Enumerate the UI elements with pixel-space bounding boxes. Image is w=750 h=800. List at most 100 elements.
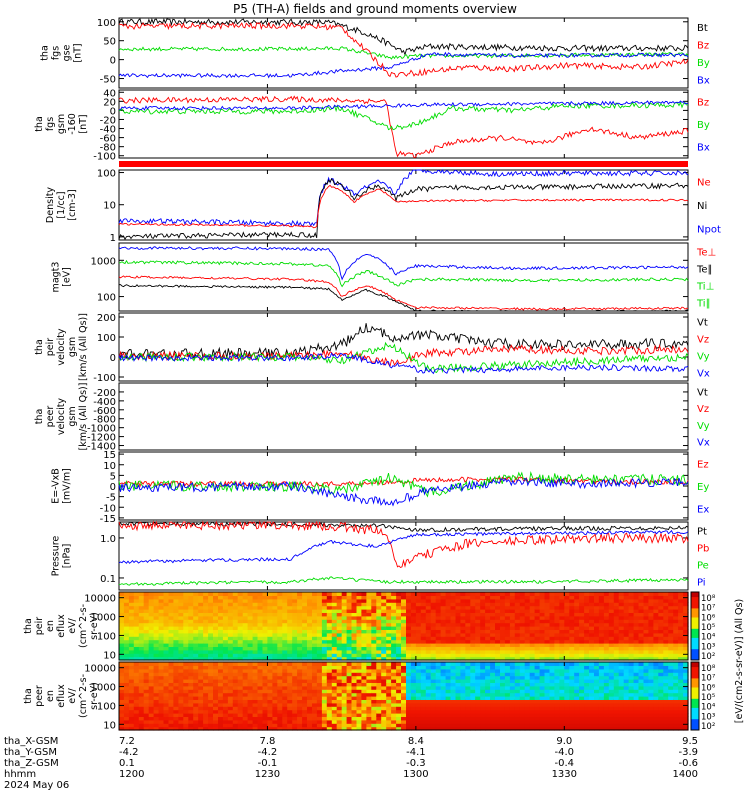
y-tick-label: 10000 — [84, 664, 116, 675]
y-axis-label: tha — [34, 116, 45, 132]
colorbar-tick-label: 10⁸ — [701, 664, 716, 674]
y-tick-label: 5 — [110, 471, 116, 482]
x-row-value: 1300 — [403, 769, 428, 780]
series-line-red — [118, 475, 689, 488]
x-row-value: -0.1 — [258, 758, 278, 769]
y-axis-label: [nT] — [73, 43, 84, 62]
legend-entry: Te⊥ — [696, 248, 716, 259]
y-axis-label: fgs — [45, 117, 56, 131]
y-axis-label: fgs — [51, 46, 62, 60]
y-axis-label: eflux — [56, 614, 67, 638]
colorbar-tick-label: 10⁶ — [701, 613, 716, 623]
y-tick-label: -1200 — [87, 433, 116, 444]
x-row-value: 8.4 — [408, 736, 424, 747]
legend-entry: Pi — [697, 578, 706, 589]
y-tick-label: 100 — [97, 293, 116, 304]
panel-band — [119, 161, 688, 167]
y-tick-label: 1 — [110, 233, 116, 244]
legend-entry: Npot — [697, 224, 721, 235]
panel-peir-vel: 200 100 0 -100 tha peir velocity gsm [km/s (All … — [34, 312, 710, 384]
y-tick-label: 0 — [110, 106, 116, 117]
series-line-black — [118, 521, 689, 533]
legend-entry: Vt — [697, 387, 708, 398]
y-axis-label: tha — [40, 45, 51, 61]
y-tick-label: -20 — [100, 115, 116, 126]
legend-entry: Vy — [697, 352, 710, 363]
x-row-label: tha_Y-GSM — [4, 747, 57, 758]
legend-entry: Bz — [697, 40, 709, 51]
legend-entry: Bt — [697, 23, 708, 34]
y-tick-label: -60 — [100, 134, 116, 145]
legend-entry: Vz — [697, 404, 709, 415]
series-line-black — [118, 323, 689, 360]
y-tick-label: -400 — [93, 397, 116, 408]
y-axis-label: (cm^2-s- — [78, 674, 89, 718]
panel-pressure: 1.0 0.1 Pressure [nPa] Pt Pb Pe Pi — [51, 520, 709, 591]
separator-band — [119, 161, 688, 167]
y-axis-label: tha — [34, 339, 45, 355]
y-axis-label: (cm^2-s- — [78, 604, 89, 648]
y-tick-label: -80 — [100, 143, 116, 154]
y-axis-label: Pressure — [51, 536, 62, 577]
y-axis-label: eV/ — [67, 687, 78, 703]
panel-frame — [118, 591, 689, 661]
y-tick-label: 0.1 — [100, 574, 116, 585]
y-axis-label: velocity — [56, 398, 67, 436]
colorbar-label: [eV/(cm2-s-sr-eV)] (All Qs) — [734, 599, 745, 723]
legend-entry: Vy — [697, 421, 710, 432]
x-row-value: -0.4 — [555, 758, 575, 769]
series-line-green — [118, 576, 689, 586]
legend-entry: Pb — [697, 544, 709, 555]
y-tick-label: -1400 — [87, 442, 116, 453]
y-tick-label: -100 — [93, 373, 116, 384]
y-axis-label: [nPa] — [62, 544, 73, 569]
x-row-label: tha_Z-GSM — [4, 758, 59, 769]
y-tick-label: -800 — [93, 415, 116, 426]
x-row-value: -4.2 — [258, 747, 278, 758]
x-row-value: 1200 — [119, 769, 144, 780]
x-row-value: 1230 — [255, 769, 280, 780]
series-line-green — [118, 341, 689, 374]
y-tick-label: 1.0 — [100, 534, 116, 545]
colorbar-tick-label: 10⁶ — [701, 683, 716, 693]
y-tick-label: 200 — [97, 313, 116, 324]
y-tick-label: 1000 — [91, 613, 116, 624]
legend-entry: Ni — [697, 201, 707, 212]
y-tick-label: 10 — [103, 461, 116, 472]
y-axis-label: [mV/m] — [62, 468, 73, 504]
colorbar-tick-label: 10⁷ — [701, 604, 716, 614]
x-row-value: 9.0 — [556, 736, 572, 747]
series-line-red — [118, 275, 689, 311]
legend-entry: Ne — [697, 178, 711, 189]
panel-frame — [118, 312, 689, 382]
colorbar-tick-label: 10⁵ — [701, 623, 715, 633]
y-tick-label: 100 — [97, 333, 116, 344]
panel-fgs-gse: 100 50 0 -50 tha fgs gse [nT] Bt Bz By Bx — [40, 17, 710, 89]
series-line-red — [118, 95, 689, 158]
y-tick-label: 1000 — [91, 256, 116, 267]
series-line-green — [118, 101, 689, 131]
colorbar-tick-label: 10⁷ — [701, 674, 716, 684]
y-axis-label: magt3 — [51, 262, 62, 293]
series-line-red — [118, 520, 689, 569]
legend-entry: Vx — [697, 369, 710, 380]
y-tick-label: 40 — [103, 88, 116, 99]
series-line-black — [118, 17, 689, 57]
y-tick-label: -40 — [100, 125, 116, 136]
y-axis-label: en — [45, 690, 56, 702]
y-axis-label: en — [45, 620, 56, 632]
series-line-blue — [118, 51, 689, 79]
x-row-value: -4.1 — [406, 747, 426, 758]
y-axis-label: peer — [45, 406, 56, 428]
x-row-label: hhmm — [4, 769, 36, 780]
y-axis-label: tha — [34, 409, 45, 425]
y-axis-label: [km/s (All Qs)] — [78, 383, 89, 451]
colorbar-tick-label: 10² — [701, 652, 715, 662]
x-row-value: 1400 — [673, 769, 698, 780]
legend-entry: Ti∥ — [696, 299, 711, 310]
legend-entry: Bz — [697, 97, 709, 108]
x-axis-annotations: tha_X-GSM 7.2 7.8 8.4 9.0 9.5 tha_Y-GSM -4.2 -4.… — [4, 736, 698, 791]
